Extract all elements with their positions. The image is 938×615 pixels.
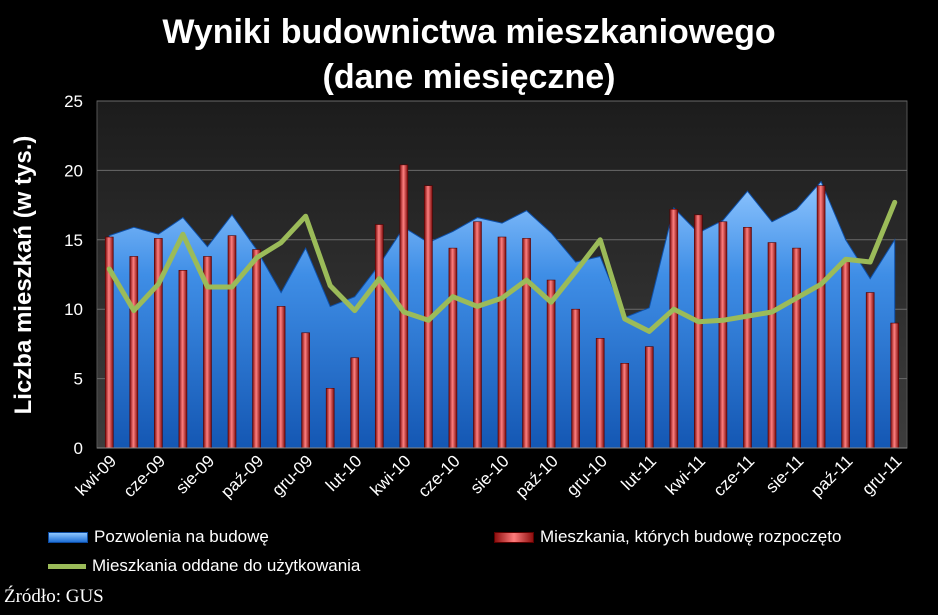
bar-started	[571, 308, 580, 449]
bar-started	[374, 224, 384, 449]
bar-started	[620, 363, 630, 449]
bar-started	[841, 260, 850, 449]
bar-started	[227, 235, 237, 449]
source-note: Źródło: GUS	[4, 586, 104, 607]
x-tick-label: kwi-10	[366, 451, 414, 499]
x-tick-label: lut-10	[322, 451, 366, 495]
x-tick-label: gru-09	[268, 451, 316, 499]
bar-started	[644, 346, 654, 449]
series-line-completed	[106, 199, 898, 334]
bar-started	[252, 249, 261, 449]
x-tick-label: kwi-09	[72, 451, 120, 499]
bar-started	[448, 247, 458, 449]
bar-started	[276, 306, 286, 449]
bar-started	[301, 332, 310, 449]
chart-subtitle: (dane miesięczne)	[322, 58, 616, 96]
x-tick-label: kwi-11	[662, 451, 709, 498]
x-tick-label: cze-09	[120, 451, 170, 501]
x-tick-label: cze-10	[414, 451, 464, 501]
bar-started	[718, 221, 728, 449]
y-tick-label: 0	[74, 439, 83, 458]
legend-swatch-line	[48, 564, 86, 570]
bar-started	[816, 185, 826, 449]
chart-title: Wyniki budownictwa mieszkaniowego	[162, 13, 776, 51]
x-tick-label: gru-10	[563, 451, 611, 499]
x-tick-label: sie-10	[467, 451, 513, 497]
bar-started	[129, 256, 139, 449]
bar-started	[473, 221, 482, 449]
bar-started	[792, 247, 801, 449]
bar-started	[546, 279, 556, 449]
bar-started	[669, 208, 679, 449]
y-tick-label: 10	[64, 300, 83, 319]
x-tick-label: paź-11	[807, 451, 856, 500]
y-tick-label: 25	[64, 92, 83, 111]
legend-swatch-area	[48, 532, 88, 544]
x-tick-label: lut-11	[617, 451, 660, 494]
bar-started	[350, 357, 360, 449]
bar-started	[522, 238, 531, 449]
bar-started	[890, 322, 900, 449]
bar-started	[865, 292, 875, 449]
legend-label-completed: Mieszkania oddane do użytkowania	[92, 556, 361, 575]
x-tick-label: cze-11	[710, 451, 759, 500]
legend-item-started: Mieszkania, których budowę rozpoczęto	[494, 527, 841, 547]
legend-item-permits: Pozwolenia na budowę	[48, 527, 269, 547]
bar-started	[743, 227, 752, 449]
bar-started	[595, 338, 605, 449]
y-tick-label: 20	[64, 161, 83, 180]
bar-started	[178, 270, 188, 449]
y-tick-label: 15	[64, 231, 83, 250]
bar-started	[767, 242, 777, 449]
x-tick-label: paź-10	[512, 451, 562, 501]
bar-started	[694, 214, 703, 449]
x-tick-label: sie-11	[762, 451, 807, 496]
x-tick-label: paź-09	[217, 451, 267, 501]
x-tick-label: gru-11	[858, 451, 905, 498]
bar-started	[325, 388, 335, 449]
bar-started	[497, 236, 507, 449]
legend-item-completed: Mieszkania oddane do użytkowania	[48, 556, 360, 576]
legend-swatch-bar	[494, 532, 534, 544]
y-tick-label: 5	[74, 370, 83, 389]
x-tick-label: sie-09	[172, 451, 218, 497]
legend-label-permits: Pozwolenia na budowę	[94, 527, 269, 546]
bar-started	[154, 238, 163, 449]
legend-label-started: Mieszkania, których budowę rozpoczęto	[540, 527, 842, 546]
